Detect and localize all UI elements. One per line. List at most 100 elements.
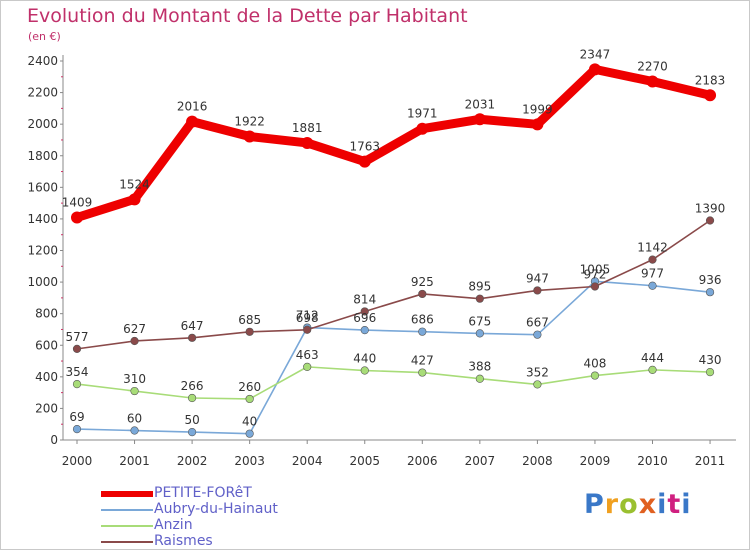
data-label: 972 [583,268,606,282]
data-point [533,380,542,389]
data-label: 925 [411,275,434,289]
data-point [188,393,197,403]
data-point [301,136,314,149]
x-tick-label: 2000 [62,454,93,468]
y-tick-label: 1200 [27,244,58,258]
data-label: 40 [242,415,257,429]
data-label: 440 [353,352,376,366]
data-label: 1390 [695,201,726,215]
data-label: 408 [583,357,606,371]
data-label: 50 [184,413,199,427]
data-point [188,333,197,342]
legend-swatch [101,525,153,527]
data-point [130,386,139,396]
brand-logo: Proxiti [584,489,692,520]
data-point [705,216,715,225]
data-point [416,122,429,135]
legend-label: Raismes [154,533,213,549]
data-point [705,288,715,297]
y-tick-label: 800 [35,307,58,321]
data-point [475,329,484,338]
data-label: 430 [699,353,722,367]
data-label: 2031 [465,97,496,111]
chart-title: Evolution du Montant de la Dette par Hab… [27,5,468,27]
data-label: 1524 [119,177,150,191]
data-point [648,255,657,264]
y-tick-label: 1400 [27,212,58,226]
data-point [71,211,83,224]
x-tick-label: 2009 [580,454,611,468]
data-label: 388 [468,360,491,374]
data-point [648,365,657,374]
x-tick-label: 2011 [695,454,726,468]
data-label: 686 [411,313,434,327]
data-label: 260 [238,380,261,394]
data-label: 2270 [637,60,668,74]
data-point [646,75,659,88]
data-point [72,425,82,434]
data-point [130,336,139,346]
x-tick-label: 2010 [637,454,668,468]
data-point [590,282,600,291]
data-label: 696 [353,311,376,325]
data-label: 352 [526,365,549,379]
data-point [418,289,427,299]
data-label: 698 [296,311,319,325]
y-tick-label: 2400 [27,54,58,68]
chart-subtitle: (en €) [28,30,61,43]
y-tick-label: 200 [35,401,58,415]
data-label: 577 [66,330,89,344]
data-label: 444 [641,351,664,365]
legend-swatch [101,509,153,511]
data-point [648,281,657,290]
data-label: 685 [238,313,261,327]
data-point [188,428,197,437]
data-label: 627 [123,322,146,336]
series-line [76,366,711,400]
data-point [245,394,254,404]
series-line [76,219,711,350]
data-label: 310 [123,372,146,386]
y-tick-label: 1000 [27,275,58,289]
data-point [360,366,369,375]
data-point [72,379,82,389]
data-label: 266 [181,379,204,393]
data-label: 895 [468,280,491,294]
data-label: 1971 [407,107,438,121]
legend-swatch [101,541,153,543]
legend-label: Anzin [154,517,193,533]
series-line [76,280,711,435]
data-label: 2016 [177,100,208,114]
data-point [128,193,141,206]
data-point [418,368,427,377]
data-label: 712 [296,309,319,323]
data-point [473,113,486,126]
data-label: 427 [411,354,434,368]
data-point [186,115,199,128]
y-tick-label: 600 [35,338,58,352]
data-label: 1763 [349,140,380,154]
data-point [360,307,369,316]
x-tick-label: 2006 [407,454,438,468]
x-tick-label: 2008 [522,454,553,468]
data-label: 977 [641,267,664,281]
y-tick-label: 1600 [27,180,58,194]
data-label: 647 [181,319,204,333]
series-line [72,64,715,222]
data-label: 354 [66,365,89,379]
data-point [475,294,484,303]
data-point [245,327,254,336]
data-label: 1409 [62,195,93,209]
data-point [475,374,484,383]
data-label: 463 [296,348,319,362]
x-tick-label: 2003 [234,454,265,468]
data-point [303,325,312,334]
data-label: 947 [526,271,549,285]
legend-swatch [101,491,153,497]
data-label: 667 [526,316,549,330]
data-label: 936 [699,273,722,287]
data-point [588,63,601,76]
data-point [704,89,717,102]
